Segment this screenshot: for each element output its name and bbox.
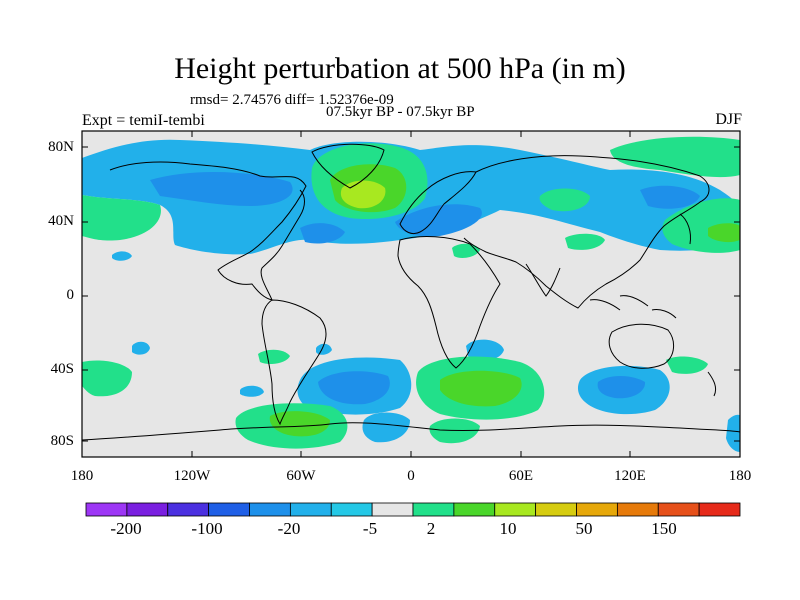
- lon-label-120w: 120W: [173, 468, 211, 484]
- east-asia-positive: [565, 233, 605, 250]
- lat-label-40n: 40N: [48, 213, 74, 229]
- coastlines: [82, 143, 740, 441]
- colorbar-box-15: [698, 502, 741, 517]
- colorbar-label-2: -20: [277, 519, 301, 538]
- arctic-east-positive: [610, 136, 740, 178]
- antarctic-positive-mid: [269, 411, 330, 437]
- perturbation-field: [82, 136, 740, 452]
- colorbar-box-13: [616, 502, 659, 517]
- southern-pacific-positive: [666, 356, 708, 374]
- colorbar-box-3: [208, 502, 250, 517]
- north-america-coast: [109, 161, 307, 301]
- season-label: DJF: [715, 111, 742, 128]
- south-atlantic-negative-core: [318, 371, 390, 405]
- tropical-pacific-negative: [132, 341, 150, 355]
- colorbar-label-0: -200: [110, 519, 142, 538]
- india-coast: [525, 263, 561, 297]
- europe-negative-core: [395, 204, 482, 237]
- greenland-coast: [311, 143, 385, 189]
- asia-coast: [463, 155, 710, 309]
- japan-coast: [679, 213, 691, 245]
- lon-label-60w: 60W: [286, 468, 316, 484]
- colorbar-label-3: -5: [362, 519, 378, 538]
- colorbar-box-2: [167, 502, 210, 517]
- colorbar-box-10: [494, 502, 537, 517]
- south-america-coast: [261, 299, 327, 426]
- lon-label-0: 0: [407, 468, 415, 484]
- lon-label-180e: 180: [728, 468, 752, 484]
- colorbar-box-7: [371, 502, 414, 517]
- colorbar-box-5: [289, 502, 332, 517]
- colorbar: [85, 502, 741, 517]
- lat-label-80s: 80S: [50, 433, 74, 449]
- colorbar-box-14: [657, 502, 700, 517]
- colorbar-box-11: [535, 502, 577, 517]
- colorbar-box-12: [576, 502, 618, 517]
- colorbar-box-0: [85, 502, 128, 517]
- africa-coast: [397, 236, 501, 369]
- colorbar-box-6: [330, 502, 373, 517]
- lon-label-180w: 180: [70, 468, 94, 484]
- lat-label-80n: 80N: [48, 139, 74, 155]
- east-pacific-positive: [82, 360, 132, 397]
- stats-subtitle: rmsd= 2.74576 diff= 1.52376e-09: [190, 92, 394, 108]
- colorbar-label-7: 150: [651, 519, 677, 538]
- east-asia-negative-core: [640, 185, 700, 209]
- nw-pacific-positive: [82, 195, 161, 241]
- south-america-positive: [258, 349, 290, 364]
- colorbar-label-5: 10: [499, 519, 517, 538]
- colorbar-label-1: -100: [191, 519, 223, 538]
- lon-label-60e: 60E: [508, 468, 534, 484]
- antarctic-negative-west: [240, 385, 264, 397]
- period-subtitle: 07.5kyr BP - 07.5kyr BP: [326, 104, 475, 120]
- australia-coast: [608, 323, 674, 369]
- indonesia-coast: [589, 295, 677, 319]
- nh-negative-core: [150, 171, 293, 206]
- colorbar-box-9: [453, 502, 496, 517]
- southern-indian-positive-mid: [440, 370, 522, 407]
- colorbar-label-6: 50: [575, 519, 593, 538]
- ne-pacific-positive-mid: [708, 223, 740, 243]
- experiment-label: Expt = temiI-tembi: [82, 112, 205, 129]
- colorbar-box-4: [249, 502, 291, 517]
- map-title: Height perturbation at 500 hPa (in m): [174, 52, 626, 85]
- colorbar-box-1: [126, 502, 169, 517]
- antarctic-negative-central: [362, 412, 410, 443]
- lon-label-120e: 120E: [614, 468, 646, 484]
- antarctic-negative-east: [726, 414, 740, 452]
- europe-coast: [399, 171, 477, 235]
- axis-ticks: [82, 131, 740, 457]
- lat-label-0: 0: [66, 287, 75, 303]
- new-zealand-coast: [707, 371, 717, 397]
- australia-south-negative-core: [597, 376, 646, 399]
- pacific-small-negative: [112, 251, 132, 261]
- central-asia-positive: [539, 188, 590, 212]
- antarctica-coast: [82, 422, 740, 441]
- south-africa-negative: [466, 339, 504, 361]
- colorbar-label-4: 2: [426, 519, 436, 538]
- colorbar-box-8: [412, 502, 455, 517]
- atlantic-negative-core: [300, 223, 345, 244]
- lat-label-40s: 40S: [50, 361, 74, 377]
